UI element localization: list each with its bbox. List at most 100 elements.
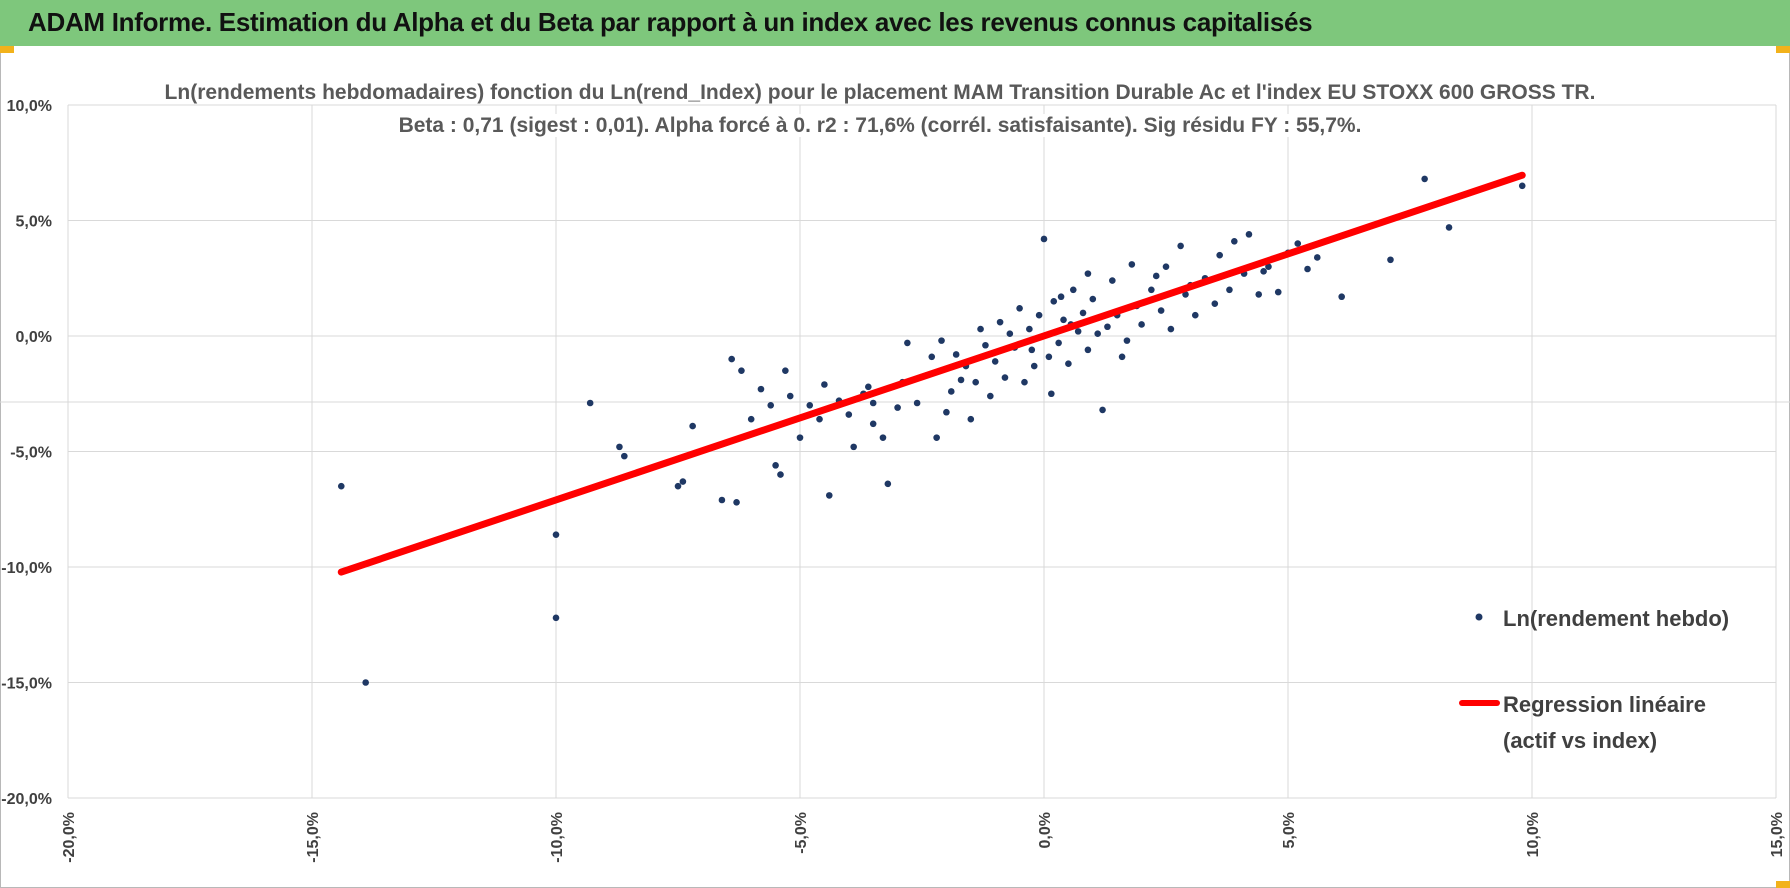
data-point — [1016, 304, 1023, 312]
data-point — [1057, 293, 1065, 301]
data-point — [1060, 316, 1067, 324]
data-point — [1260, 268, 1267, 275]
legend-label-points: Ln(rendement hebdo) — [1503, 606, 1729, 631]
data-point — [1274, 288, 1282, 296]
data-point — [1065, 360, 1072, 368]
data-point — [786, 392, 794, 400]
chart-subtitle: Beta : 0,71 (sigest : 0,01). Alpha forcé… — [394, 114, 1366, 137]
data-point — [757, 385, 765, 393]
data-point — [1104, 323, 1111, 331]
x-tick-label: -10,0% — [549, 812, 566, 863]
data-point — [1421, 175, 1428, 183]
y-tick-label: 0,0% — [16, 329, 52, 346]
legend-point-marker — [1475, 613, 1483, 621]
data-point — [1265, 263, 1272, 271]
data-point — [904, 339, 911, 347]
data-point — [825, 492, 833, 499]
chart-title: Ln(rendements hebdomadaires) fonction du… — [160, 81, 1600, 104]
data-point — [1177, 242, 1184, 250]
data-point — [552, 531, 560, 538]
data-point — [1128, 261, 1136, 268]
data-point — [933, 434, 940, 441]
data-point — [1313, 254, 1321, 261]
data-point — [1162, 263, 1170, 271]
x-tick-label: -5,0% — [793, 812, 810, 854]
x-tick-label: 10,0% — [1525, 812, 1542, 857]
data-point — [1191, 311, 1199, 319]
data-point — [894, 404, 901, 411]
data-point — [1074, 328, 1082, 335]
data-point — [806, 402, 814, 409]
data-point — [586, 399, 594, 407]
data-point — [1255, 291, 1263, 298]
data-point — [1157, 307, 1165, 314]
data-point — [1028, 346, 1036, 354]
data-point — [1148, 286, 1155, 294]
data-point — [972, 378, 979, 386]
y-tick-label: -5,0% — [10, 445, 52, 462]
data-point — [1094, 330, 1101, 337]
report-banner: ADAM Informe. Estimation du Alpha et du … — [0, 0, 1790, 46]
regression-line-path — [337, 171, 1526, 576]
data-point — [689, 422, 696, 430]
data-point — [738, 367, 745, 374]
data-point — [1045, 353, 1053, 361]
data-point — [913, 399, 921, 407]
data-point — [1294, 240, 1302, 247]
data-point — [1304, 265, 1311, 273]
y-tick-label: 5,0% — [16, 214, 52, 231]
data-point — [679, 478, 687, 485]
data-point — [1099, 406, 1106, 414]
regression-line — [337, 171, 1526, 576]
data-point — [1084, 346, 1092, 354]
data-point — [552, 614, 560, 622]
data-point — [850, 443, 857, 451]
data-point — [337, 482, 345, 490]
x-tick-label: -20,0% — [61, 812, 78, 863]
data-point — [1211, 300, 1219, 307]
y-tick-label: 10,0% — [7, 98, 52, 115]
data-point — [821, 381, 828, 388]
data-point — [1035, 311, 1043, 319]
data-point — [728, 355, 735, 363]
data-point — [616, 443, 623, 451]
y-tick-label: -20,0% — [1, 791, 52, 808]
data-point — [1055, 339, 1062, 347]
bottom-right-marker — [1776, 881, 1790, 888]
data-point — [1152, 272, 1160, 280]
data-point — [1338, 293, 1345, 301]
data-point — [977, 325, 984, 333]
data-point — [796, 434, 804, 441]
data-point — [928, 353, 936, 361]
data-point — [772, 462, 779, 469]
data-point — [1026, 325, 1033, 333]
chart-title-block: Ln(rendements hebdomadaires) fonction du… — [120, 76, 1640, 142]
data-point — [952, 351, 960, 358]
data-point — [845, 411, 853, 418]
data-point — [621, 452, 628, 460]
data-point — [1216, 251, 1223, 259]
data-point — [1118, 353, 1126, 361]
gridlines — [0, 104, 1790, 799]
data-point — [816, 415, 823, 423]
data-point — [718, 496, 726, 504]
data-point — [947, 388, 955, 395]
data-point — [991, 358, 999, 365]
data-point — [674, 482, 682, 490]
data-point — [869, 420, 877, 428]
data-point — [1245, 231, 1253, 238]
data-point — [733, 499, 740, 506]
data-point — [1040, 235, 1048, 243]
legend-label-regression: Regression linéaire — [1503, 692, 1706, 717]
data-point — [865, 383, 872, 391]
data-point — [782, 367, 789, 374]
report-title: ADAM Informe. Estimation du Alpha et du … — [28, 7, 1313, 37]
top-right-marker — [1776, 46, 1790, 53]
data-point — [767, 402, 775, 409]
data-point — [1006, 330, 1014, 337]
y-axis-ticks: 10,0% 5,0% 0,0% -5,0% -10,0% -15,0% -20,0% — [1, 98, 52, 808]
data-point — [1445, 224, 1453, 231]
data-point — [884, 480, 892, 488]
